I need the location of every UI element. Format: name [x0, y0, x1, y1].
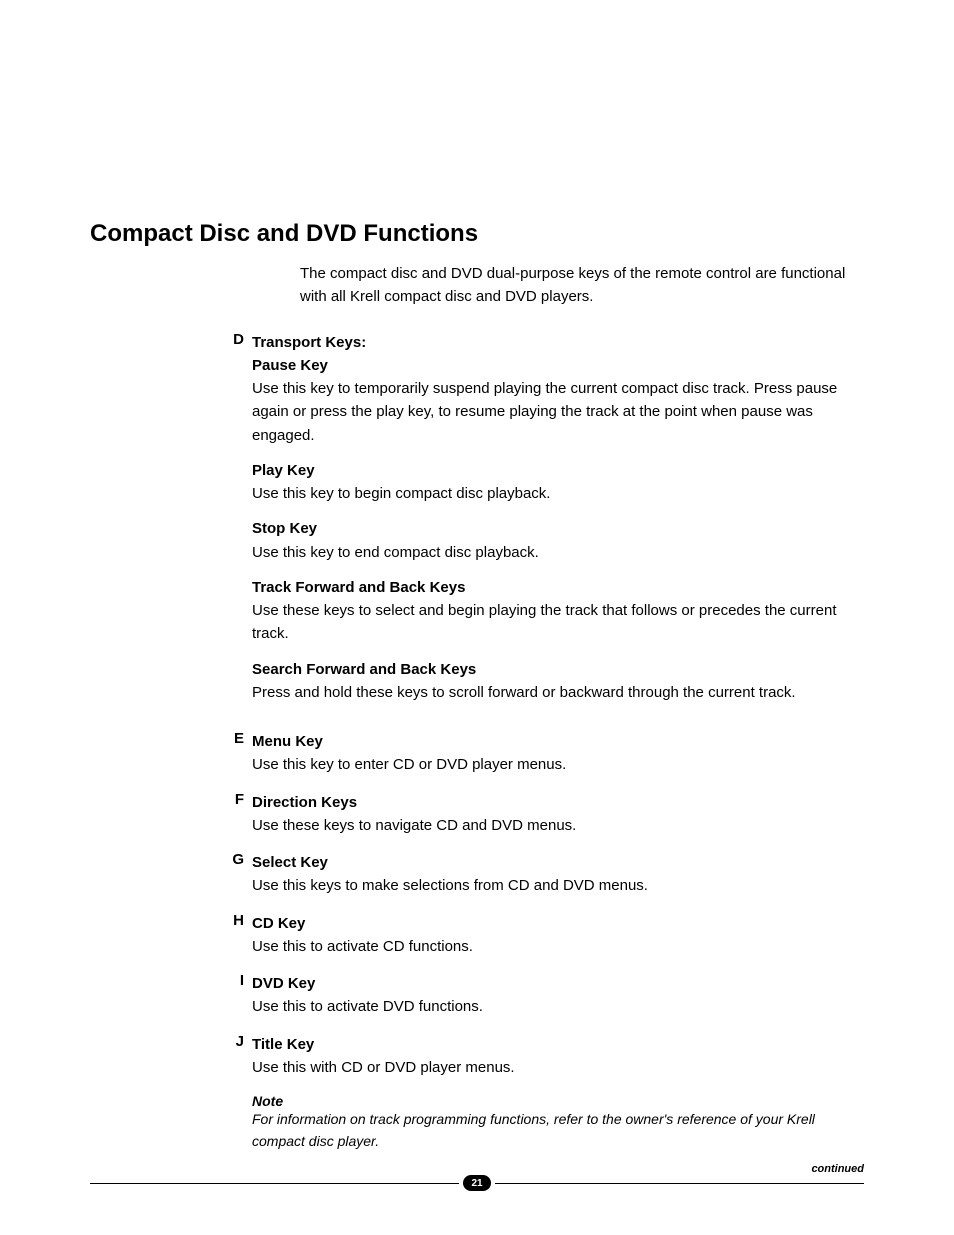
sub-body: Press and hold these keys to scroll forw…: [252, 681, 864, 704]
section-j: J Title Key Use this with CD or DVD play…: [220, 1033, 864, 1080]
section-title: Transport Keys:: [252, 331, 864, 354]
section-letter: E: [220, 730, 252, 747]
section-d: D Transport Keys: Pause Key Use this key…: [220, 331, 864, 717]
section-title: CD Key: [252, 912, 864, 935]
content-body: The compact disc and DVD dual-purpose ke…: [220, 262, 864, 1152]
section-title: Direction Keys: [252, 791, 864, 814]
page-title: Compact Disc and DVD Functions: [90, 220, 864, 248]
section-letter: J: [220, 1033, 252, 1050]
section-letter: H: [220, 912, 252, 929]
section-body: Use this with CD or DVD player menus.: [252, 1056, 864, 1079]
section-f: F Direction Keys Use these keys to navig…: [220, 791, 864, 838]
sub-title: Track Forward and Back Keys: [252, 576, 864, 599]
section-body: Use this key to enter CD or DVD player m…: [252, 753, 864, 776]
page-footer: 21: [90, 1173, 864, 1193]
sub-body: Use this key to begin compact disc playb…: [252, 482, 864, 505]
section-letter: F: [220, 791, 252, 808]
document-page: Compact Disc and DVD Functions The compa…: [0, 0, 954, 1235]
section-body: Use this to activate DVD functions.: [252, 995, 864, 1018]
sub-body: Use these keys to select and begin playi…: [252, 599, 864, 646]
sub-title: Pause Key: [252, 354, 864, 377]
section-title: Menu Key: [252, 730, 864, 753]
section-i: I DVD Key Use this to activate DVD funct…: [220, 972, 864, 1019]
section-body: Use this to activate CD functions.: [252, 935, 864, 958]
sub-title: Play Key: [252, 459, 864, 482]
sub-stop: Stop Key Use this key to end compact dis…: [252, 517, 864, 564]
section-title: Title Key: [252, 1033, 864, 1056]
note-block: Note For information on track programmin…: [252, 1093, 864, 1152]
sub-search: Search Forward and Back Keys Press and h…: [252, 658, 864, 705]
section-letter: D: [220, 331, 252, 348]
note-label: Note: [252, 1093, 864, 1109]
footer-rule-right: [495, 1183, 864, 1184]
section-h: H CD Key Use this to activate CD functio…: [220, 912, 864, 959]
footer-rule-left: [90, 1183, 459, 1184]
sub-pause: Pause Key Use this key to temporarily su…: [252, 354, 864, 447]
section-e: E Menu Key Use this key to enter CD or D…: [220, 730, 864, 777]
sub-body: Use this key to temporarily suspend play…: [252, 377, 864, 447]
note-body: For information on track programming fun…: [252, 1109, 864, 1152]
sub-track: Track Forward and Back Keys Use these ke…: [252, 576, 864, 646]
section-g: G Select Key Use this keys to make selec…: [220, 851, 864, 898]
sub-title: Stop Key: [252, 517, 864, 540]
sub-body: Use this key to end compact disc playbac…: [252, 541, 864, 564]
section-body: Use this keys to make selections from CD…: [252, 874, 864, 897]
sub-play: Play Key Use this key to begin compact d…: [252, 459, 864, 506]
section-letter: I: [220, 972, 252, 989]
sub-title: Search Forward and Back Keys: [252, 658, 864, 681]
section-letter: G: [220, 851, 252, 868]
section-title: Select Key: [252, 851, 864, 874]
section-body: Use these keys to navigate CD and DVD me…: [252, 814, 864, 837]
page-number-badge: 21: [463, 1175, 491, 1191]
section-title: DVD Key: [252, 972, 864, 995]
intro-paragraph: The compact disc and DVD dual-purpose ke…: [300, 262, 864, 309]
